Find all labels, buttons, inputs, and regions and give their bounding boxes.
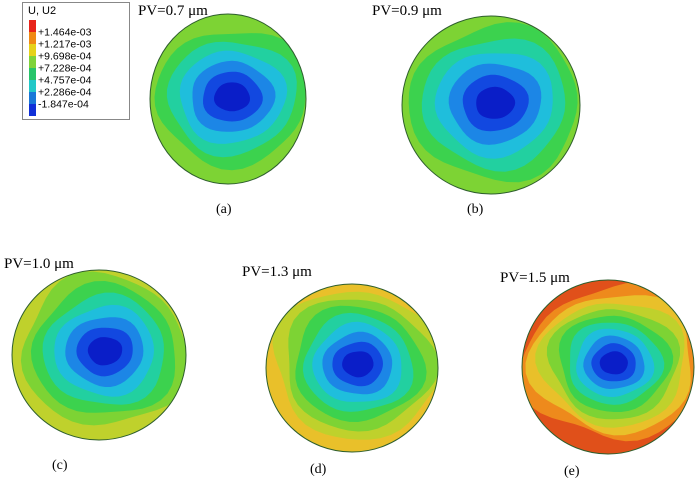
caption-b: (b) — [467, 202, 484, 217]
legend-swatch — [29, 56, 36, 68]
pv-label-c: PV=1.0 μm — [4, 256, 74, 272]
legend-value: +2.286e-04 — [38, 87, 92, 99]
contour-band — [599, 351, 628, 375]
legend-swatch — [29, 32, 36, 44]
legend-swatch — [29, 80, 36, 92]
contour-band — [87, 337, 123, 366]
pv-label-b: PV=0.9 μm — [372, 3, 442, 19]
caption-c: (c) — [52, 458, 68, 473]
contour-plot-b — [401, 15, 581, 195]
contour-plot-e — [521, 279, 695, 455]
plot-outline — [401, 15, 581, 195]
contour-plot-d — [265, 283, 439, 453]
plot-outline — [521, 279, 695, 455]
contour-band — [476, 86, 516, 119]
legend-swatch — [29, 68, 36, 80]
plot-outline — [11, 269, 187, 441]
pv-label-d: PV=1.3 μm — [242, 264, 312, 280]
legend-swatch — [29, 44, 36, 56]
legend-swatch — [29, 20, 36, 32]
caption-a: (a) — [216, 202, 232, 217]
legend-value: -1.847e-04 — [38, 99, 89, 111]
caption-e: (e) — [564, 464, 580, 479]
legend-value: +1.217e-03 — [38, 39, 92, 51]
legend-scale: +1.464e-03+1.217e-03+9.698e-04+7.228e-04… — [29, 20, 92, 116]
legend-value: +7.228e-04 — [38, 63, 92, 75]
plot-outline — [149, 13, 307, 185]
contour-plot-a — [149, 13, 307, 185]
color-legend: +1.464e-03 +1.217e-03 +9.698e-04 +7.228e-04… — [22, 2, 130, 120]
legend-value: +1.464e-03 — [38, 27, 92, 39]
legend-value: +9.698e-04 — [38, 51, 92, 63]
caption-d: (d) — [310, 462, 327, 477]
contour-plot-c — [11, 269, 187, 441]
legend-swatch — [29, 104, 36, 116]
legend-title: U, U2 — [28, 5, 57, 17]
plot-outline — [265, 283, 439, 453]
pv-label-e: PV=1.5 μm — [500, 270, 570, 286]
pv-label-a: PV=0.7 μm — [138, 3, 208, 19]
contour-band — [342, 351, 374, 378]
contour-band — [214, 82, 250, 112]
legend-swatch — [29, 92, 36, 104]
legend-value: +4.757e-04 — [38, 75, 92, 87]
